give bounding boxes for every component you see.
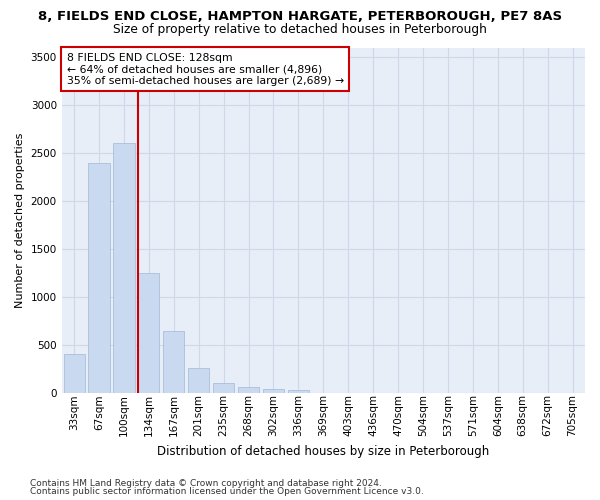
Text: Contains HM Land Registry data © Crown copyright and database right 2024.: Contains HM Land Registry data © Crown c…	[30, 478, 382, 488]
Bar	[138, 273, 160, 392]
Y-axis label: Number of detached properties: Number of detached properties	[15, 132, 25, 308]
Bar	[88, 162, 110, 392]
Bar	[113, 144, 134, 392]
Bar	[213, 382, 234, 392]
Text: 8, FIELDS END CLOSE, HAMPTON HARGATE, PETERBOROUGH, PE7 8AS: 8, FIELDS END CLOSE, HAMPTON HARGATE, PE…	[38, 10, 562, 23]
Text: Contains public sector information licensed under the Open Government Licence v3: Contains public sector information licen…	[30, 487, 424, 496]
Text: 8 FIELDS END CLOSE: 128sqm
← 64% of detached houses are smaller (4,896)
35% of s: 8 FIELDS END CLOSE: 128sqm ← 64% of deta…	[67, 52, 344, 86]
Bar	[188, 368, 209, 392]
Bar	[163, 332, 184, 392]
Text: Size of property relative to detached houses in Peterborough: Size of property relative to detached ho…	[113, 22, 487, 36]
Bar	[263, 389, 284, 392]
Bar	[288, 390, 309, 392]
X-axis label: Distribution of detached houses by size in Peterborough: Distribution of detached houses by size …	[157, 444, 490, 458]
Bar	[238, 388, 259, 392]
Bar	[64, 354, 85, 393]
